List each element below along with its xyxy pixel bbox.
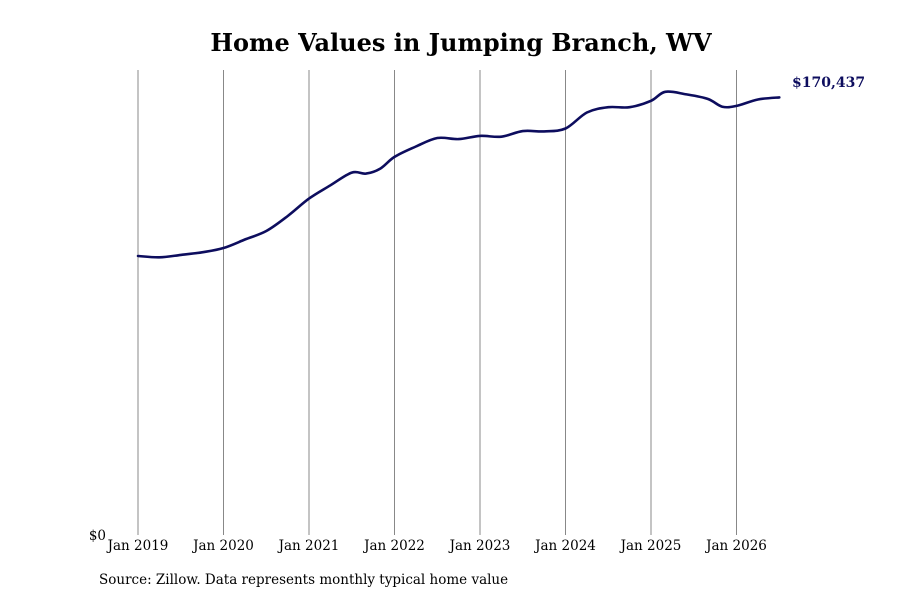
x-tick-label: Jan 2026 (704, 538, 767, 554)
x-tick-label: Jan 2023 (448, 538, 511, 554)
y-axis-ticks: $0 (89, 528, 106, 544)
grid-lines (137, 70, 737, 535)
end-value-label: $170,437 (792, 75, 865, 91)
chart-title: Home Values in Jumping Branch, WV (210, 28, 712, 57)
source-note: Source: Zillow. Data represents monthly … (99, 572, 509, 588)
x-tick-label: Jan 2020 (191, 538, 254, 554)
x-tick-label: Jan 2021 (277, 538, 340, 554)
x-tick-label: Jan 2024 (533, 538, 596, 554)
x-tick-label: Jan 2022 (362, 538, 425, 554)
x-axis-ticks: Jan 2019 Jan 2020 Jan 2021 Jan 2022 Jan 2023… (106, 538, 767, 554)
y-tick-label: $0 (89, 528, 106, 544)
x-tick-label: Jan 2019 (106, 538, 169, 554)
x-tick-label: Jan 2025 (619, 538, 682, 554)
series-line (136, 90, 781, 259)
